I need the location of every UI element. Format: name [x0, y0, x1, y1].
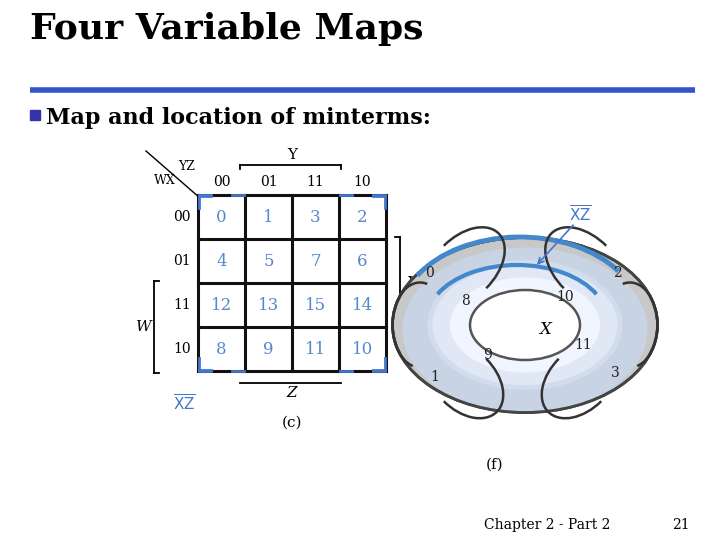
- Text: 0: 0: [426, 266, 434, 280]
- Text: 21: 21: [672, 518, 690, 532]
- Text: $\overline{\rm X}\overline{\rm Z}$: $\overline{\rm X}\overline{\rm Z}$: [569, 205, 591, 225]
- Text: 1: 1: [264, 208, 274, 226]
- Text: 11: 11: [307, 175, 325, 189]
- Text: 4: 4: [216, 253, 227, 269]
- Text: 10: 10: [352, 341, 373, 357]
- Ellipse shape: [470, 290, 580, 360]
- Text: 7: 7: [310, 253, 321, 269]
- Ellipse shape: [450, 278, 600, 373]
- Text: X: X: [407, 276, 418, 290]
- Text: WX: WX: [154, 174, 176, 187]
- Ellipse shape: [402, 247, 647, 413]
- Text: 9: 9: [482, 348, 491, 362]
- Text: 01: 01: [174, 254, 191, 268]
- Text: 6: 6: [357, 253, 368, 269]
- Text: Y: Y: [287, 148, 297, 162]
- Text: Map and location of minterms:: Map and location of minterms:: [46, 107, 431, 129]
- Text: 12: 12: [211, 296, 232, 314]
- Ellipse shape: [470, 290, 580, 360]
- Text: Four Variable Maps: Four Variable Maps: [30, 12, 423, 46]
- Text: 5: 5: [264, 253, 274, 269]
- Text: 8: 8: [461, 294, 469, 308]
- Text: 01: 01: [260, 175, 277, 189]
- Text: 0: 0: [216, 208, 227, 226]
- Text: 2: 2: [613, 266, 621, 280]
- Text: 14: 14: [352, 296, 373, 314]
- Ellipse shape: [433, 265, 618, 385]
- Text: 10: 10: [354, 175, 372, 189]
- Text: 9: 9: [264, 341, 274, 357]
- Text: YZ: YZ: [178, 160, 195, 173]
- Ellipse shape: [428, 260, 623, 390]
- Bar: [30, 110, 40, 120]
- Text: Z: Z: [287, 386, 297, 400]
- Text: 00: 00: [174, 210, 191, 224]
- Text: 10: 10: [556, 290, 574, 304]
- Text: 00: 00: [212, 175, 230, 189]
- Text: 8: 8: [216, 341, 227, 357]
- Text: (c): (c): [282, 416, 302, 430]
- Text: 1: 1: [431, 370, 439, 384]
- Text: Chapter 2 - Part 2: Chapter 2 - Part 2: [484, 518, 610, 532]
- Text: 3: 3: [611, 366, 619, 380]
- Text: 2: 2: [357, 208, 368, 226]
- Text: 15: 15: [305, 296, 326, 314]
- Text: 11: 11: [305, 341, 326, 357]
- Text: 11: 11: [574, 338, 592, 352]
- Text: 3: 3: [310, 208, 321, 226]
- Text: $\overline{\rm X}\overline{\rm Z}$: $\overline{\rm X}\overline{\rm Z}$: [173, 394, 195, 414]
- Text: 11: 11: [173, 298, 191, 312]
- Text: (f): (f): [486, 458, 504, 472]
- Text: W: W: [136, 320, 152, 334]
- Text: X: X: [539, 321, 551, 339]
- Ellipse shape: [392, 238, 657, 413]
- Text: 13: 13: [258, 296, 279, 314]
- Text: 10: 10: [174, 342, 191, 356]
